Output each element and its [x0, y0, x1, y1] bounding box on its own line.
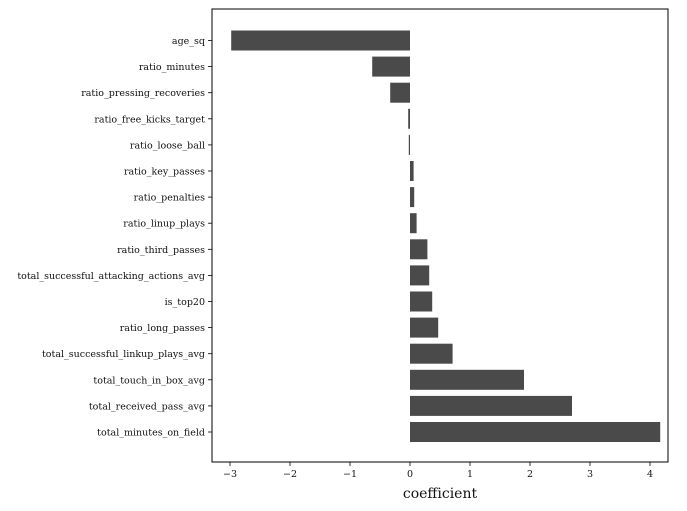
bar-total-successful-linkup-plays-avg	[410, 343, 453, 364]
category-label: ratio_third_passes	[117, 245, 205, 256]
bar-ratio-free-kicks-target	[408, 108, 410, 129]
category-label: total_touch_in_box_avg	[93, 375, 205, 386]
x-tick-label: −1	[343, 469, 357, 480]
bar-ratio-key-passes	[410, 161, 414, 181]
category-label: ratio_linup_plays	[123, 219, 205, 230]
plot-frame	[211, 8, 669, 463]
x-axis-ticks: −3 −2 −1 0 1 2 3 4	[223, 462, 653, 480]
bar-is-top20	[410, 291, 433, 312]
category-label: ratio_pressing_recoveries	[81, 88, 205, 99]
category-label: is_top20	[165, 297, 205, 308]
bars-layer	[231, 30, 661, 442]
bar-ratio-pressing-recoveries	[390, 82, 410, 103]
bar-ratio-loose-ball	[408, 134, 410, 155]
bar-age-sq	[231, 30, 410, 51]
x-axis-title: coefficient	[403, 486, 478, 502]
bar-total-minutes-on-field	[410, 422, 661, 442]
category-label: ratio_loose_ball	[130, 140, 205, 151]
x-tick-label: 1	[467, 469, 473, 480]
x-tick-label: 2	[527, 469, 533, 480]
x-tick-label: −3	[223, 469, 237, 480]
bar-total-successful-attacking-actions-avg	[410, 265, 430, 286]
x-tick-label: −2	[283, 469, 297, 480]
bar-ratio-third-passes	[410, 239, 428, 260]
category-labels: age_sq ratio_minutes ratio_pressing_recove…	[17, 36, 212, 439]
category-label: age_sq	[172, 36, 205, 47]
bar-ratio-minutes	[372, 56, 410, 77]
category-label: total_received_pass_avg	[89, 401, 205, 412]
bar-ratio-long-passes	[410, 317, 439, 338]
category-label: ratio_long_passes	[120, 323, 205, 334]
bar-total-touch-in-box-avg	[410, 369, 524, 390]
bar-ratio-penalties	[410, 187, 415, 208]
bar-total-received-pass-avg	[410, 395, 572, 416]
x-tick-label: 0	[407, 469, 413, 480]
category-label: total_successful_linkup_plays_avg	[42, 349, 205, 360]
category-label: total_minutes_on_field	[97, 428, 205, 439]
category-label: ratio_minutes	[139, 62, 205, 73]
category-label: ratio_free_kicks_target	[94, 114, 205, 125]
bar-ratio-linup-plays	[410, 213, 417, 234]
x-tick-label: 3	[587, 469, 593, 480]
category-label: total_successful_attacking_actions_avg	[17, 271, 205, 282]
x-tick-label: 4	[647, 469, 653, 480]
category-label: ratio_penalties	[134, 193, 206, 204]
category-label: ratio_key_passes	[124, 167, 205, 178]
